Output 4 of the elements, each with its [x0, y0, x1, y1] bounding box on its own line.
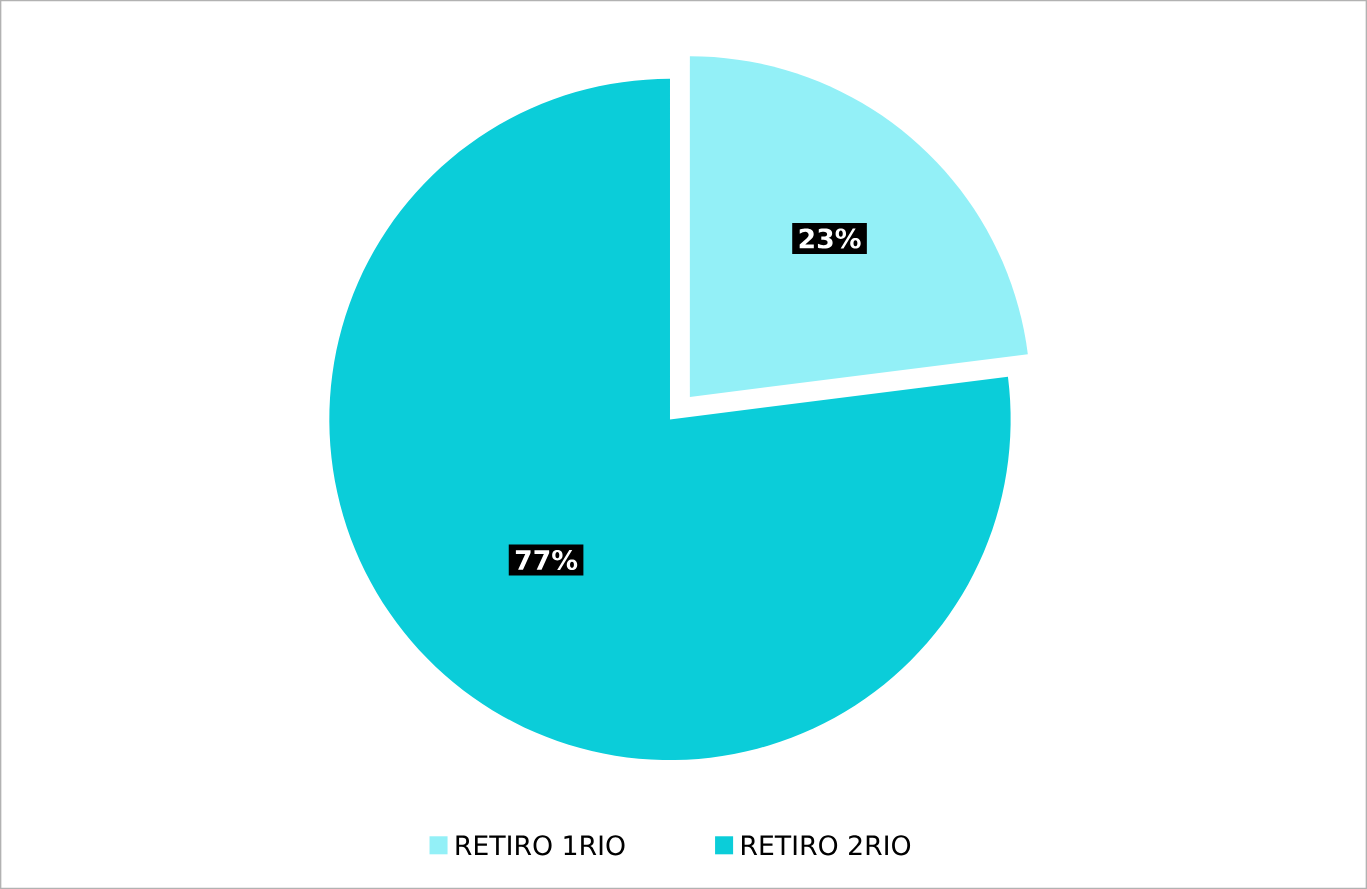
legend-label: RETIRO 2RIO — [742, 835, 911, 856]
legend-label: RETIRO 1RIO — [456, 835, 625, 856]
data-label: 77% — [515, 549, 578, 571]
data-label: 23% — [799, 228, 861, 249]
